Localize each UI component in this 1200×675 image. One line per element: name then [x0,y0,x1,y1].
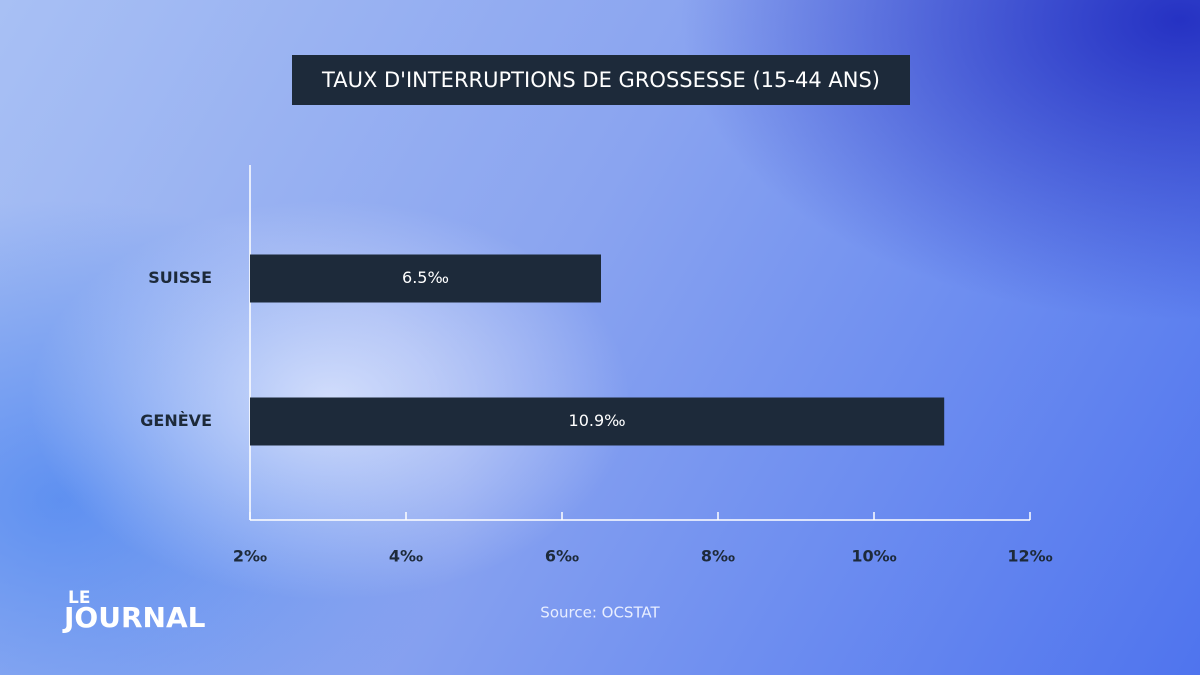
source: Source: OCSTAT [540,604,660,622]
y-tick-label: SUISSE [148,268,212,287]
bar [250,254,601,303]
value-label: 6.5‰ [402,268,449,287]
chart-title: TAUX D'INTERRUPTIONS DE GROSSESSE (15-44… [321,68,880,92]
logo-line2: JOURNAL [62,601,206,634]
title-box [292,55,910,105]
x-tick-label: 10‰ [851,547,896,566]
x-tick-label: 6‰ [545,547,579,566]
y-tick-label: GENÈVE [140,411,212,430]
x-tick-label: 8‰ [701,547,735,566]
x-tick-label: 4‰ [389,547,423,566]
logo-line1: LE [68,588,90,608]
x-tick-label: 2‰ [233,547,267,566]
x-tick-label: 12‰ [1007,547,1052,566]
value-label: 10.9‰ [569,411,626,430]
bar [250,397,945,446]
